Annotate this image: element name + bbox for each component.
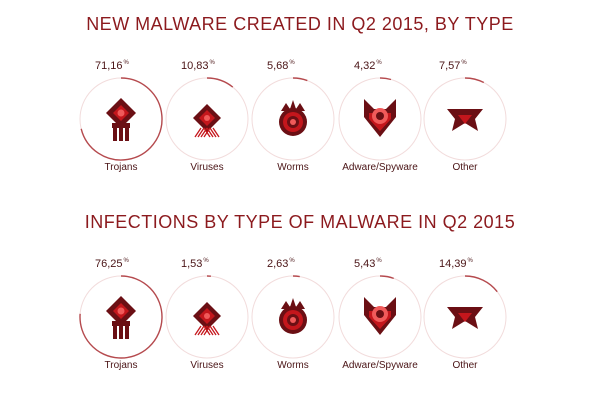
value-arc (464, 77, 485, 84)
adware-icon (364, 99, 396, 137)
adware-icon (364, 297, 396, 335)
category-label: Viruses (190, 360, 224, 371)
category-label: Viruses (190, 162, 224, 173)
data-label-unit: % (467, 258, 473, 264)
donut-ring (423, 77, 507, 161)
donut-ring (165, 77, 249, 161)
category-label: Worms (277, 360, 309, 371)
data-label: 5,68% (267, 60, 295, 72)
donut-ring (79, 77, 163, 161)
donut-ring (338, 275, 422, 359)
value-arc (80, 77, 163, 161)
value-arc (292, 77, 308, 82)
value-arc (206, 77, 234, 88)
category-label: Adware/Spyware (342, 162, 418, 173)
donut-ring (79, 275, 163, 359)
trojan-icon (106, 296, 136, 339)
data-label-unit: % (461, 60, 467, 66)
value-arc (292, 275, 300, 278)
data-label: 4,32% (354, 60, 382, 72)
virus-icon (193, 104, 221, 138)
data-label-value: 76,25 (95, 258, 123, 270)
data-label-unit: % (376, 60, 382, 66)
donut-ring (251, 77, 335, 161)
category-label: Adware/Spyware (342, 360, 418, 371)
data-label-unit: % (289, 60, 295, 66)
category-label: Trojans (104, 360, 138, 371)
data-label: 10,83% (181, 60, 215, 72)
trojan-icon (106, 98, 136, 141)
data-label-unit: % (209, 60, 215, 66)
data-label: 14,39% (439, 258, 473, 270)
donut-ring (338, 77, 422, 161)
data-label-value: 10,83 (181, 60, 209, 72)
other-icon (447, 307, 483, 329)
worm-icon (279, 298, 307, 334)
donut-ring (423, 275, 507, 359)
virus-icon (193, 302, 221, 336)
value-arc (79, 275, 163, 359)
data-label-unit: % (376, 258, 382, 264)
category-label: Other (452, 360, 478, 371)
data-label-value: 14,39 (439, 258, 467, 270)
chart-title: INFECTIONS BY TYPE OF MALWARE IN Q2 2015 (84, 212, 516, 232)
data-label-value: 2,63 (267, 258, 289, 270)
worm-icon (279, 100, 307, 136)
chart-title: NEW MALWARE CREATED IN Q2 2015, BY TYPE (86, 14, 514, 34)
data-label-unit: % (289, 258, 295, 264)
data-label: 76,25% (95, 258, 129, 270)
data-label: 5,43% (354, 258, 382, 270)
data-label: 1,53% (181, 258, 209, 270)
donut-ring (251, 275, 335, 359)
data-label: 7,57% (439, 60, 467, 72)
data-label-unit: % (123, 258, 129, 264)
donut-ring (165, 275, 249, 359)
data-label-value: 1,53 (181, 258, 203, 270)
data-label-unit: % (123, 60, 129, 66)
data-label-unit: % (203, 258, 209, 264)
data-label-value: 5,43 (354, 258, 376, 270)
value-arc (379, 275, 394, 280)
other-icon (447, 109, 483, 131)
value-arc (464, 275, 498, 293)
category-label: Other (452, 162, 478, 173)
data-label-value: 7,57 (439, 60, 461, 72)
data-label-value: 5,68 (267, 60, 289, 72)
data-label: 71,16% (95, 60, 129, 72)
category-label: Trojans (104, 162, 138, 173)
data-label-value: 4,32 (354, 60, 376, 72)
data-label-value: 71,16 (95, 60, 123, 72)
category-label: Worms (277, 162, 309, 173)
data-label: 2,63% (267, 258, 295, 270)
value-arc (379, 77, 392, 81)
